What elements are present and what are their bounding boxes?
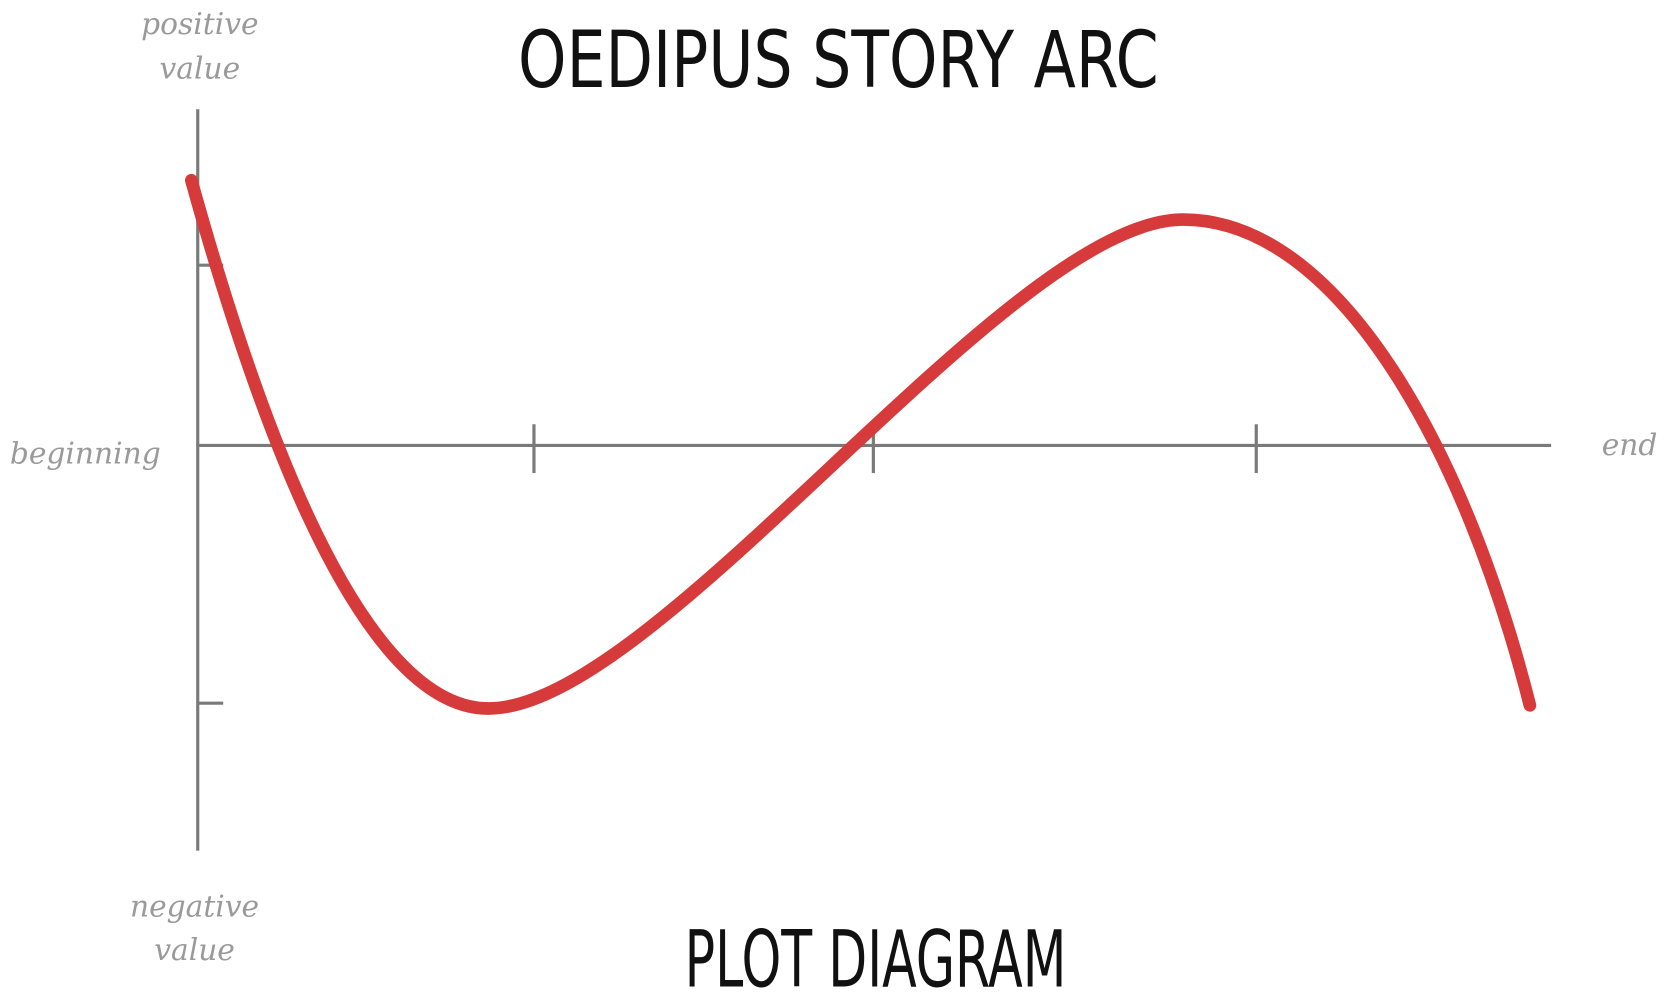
story-curve (185, 173, 1537, 715)
right-label: end (1602, 428, 1658, 463)
left-label: beginning (10, 436, 161, 471)
bottom-label: negative (130, 889, 259, 924)
subtitle: PLOT DIAGRAM (685, 913, 1067, 997)
top-label: value (160, 51, 241, 86)
bottom-label: value (154, 933, 235, 968)
title: OEDIPUS STORY ARC (518, 14, 1159, 106)
top-label: positive (141, 7, 258, 42)
